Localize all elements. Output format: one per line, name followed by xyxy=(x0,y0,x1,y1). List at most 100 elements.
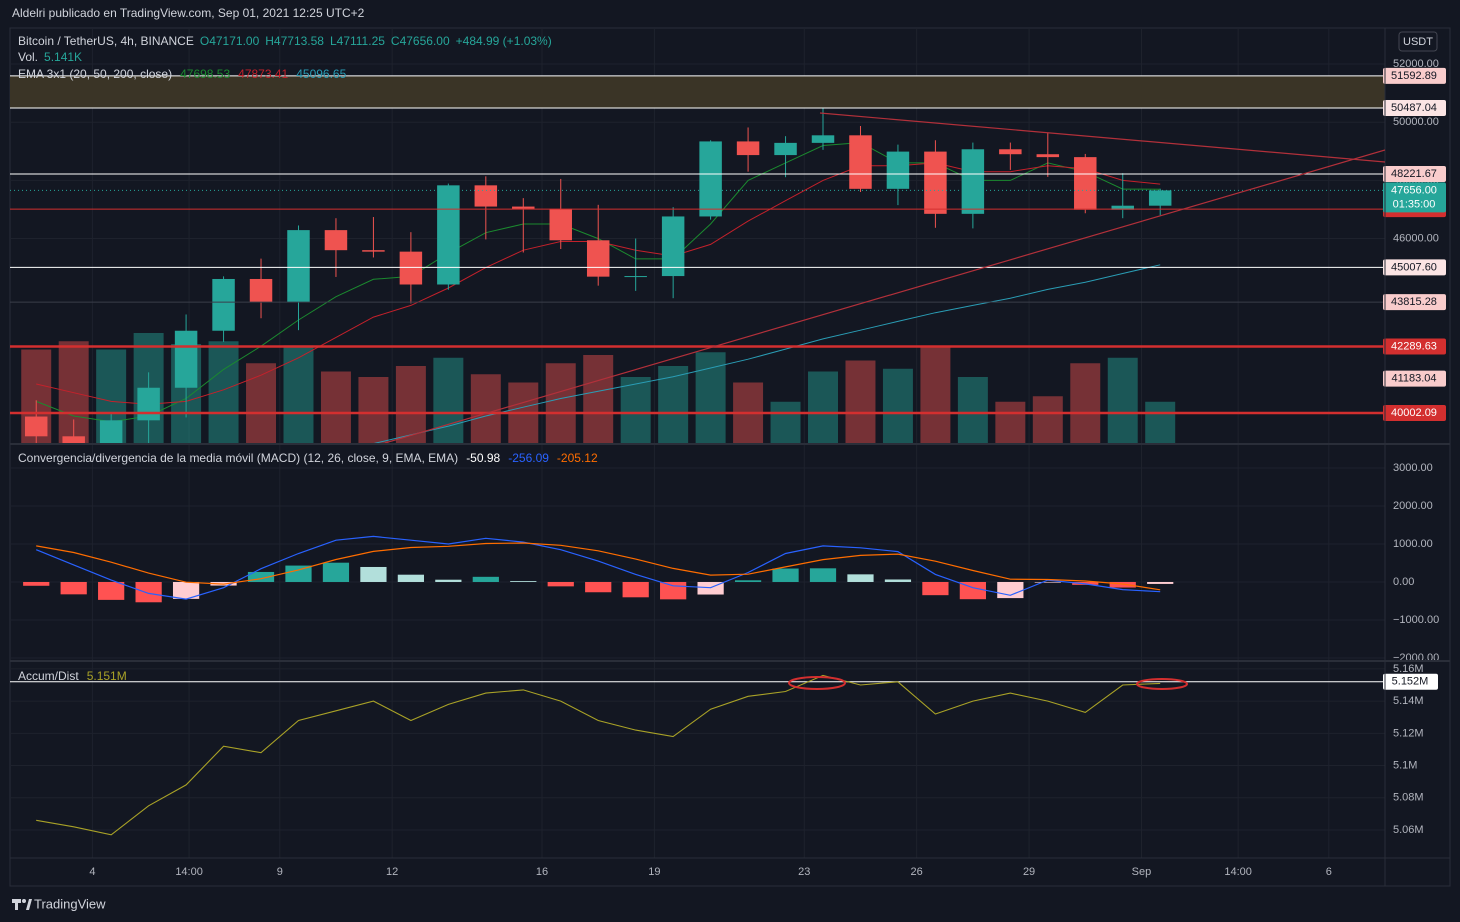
panel xyxy=(10,662,1385,858)
candle-body xyxy=(849,135,872,189)
histogram-bar xyxy=(734,580,762,582)
current-price-label: 47656.00 xyxy=(1391,184,1437,196)
histogram-bar xyxy=(510,581,537,582)
volume-bar xyxy=(695,352,726,443)
y-tick-label: 52000.00 xyxy=(1393,58,1439,70)
volume-bar xyxy=(1107,357,1138,443)
level-tag xyxy=(1383,370,1446,387)
legend-row: Vol. 5.141K xyxy=(18,50,82,64)
current-value-label: 5.152M xyxy=(1392,676,1429,688)
ohlc-value: C47656.00 xyxy=(391,34,450,48)
x-tick-label: 12 xyxy=(386,866,398,878)
level-tag xyxy=(1383,67,1446,84)
volume-bar xyxy=(808,371,838,443)
publisher: Aldelri publicado en TradingView.com, Se… xyxy=(12,6,365,20)
ema-line xyxy=(373,264,1161,443)
y-tick-label: −1000.00 xyxy=(1393,614,1439,626)
x-tick-label: 19 xyxy=(648,866,660,878)
x-tick-label: 23 xyxy=(798,866,810,878)
candle-body xyxy=(924,151,947,214)
candle-body xyxy=(811,135,835,143)
candle-body xyxy=(474,185,498,207)
x-tick-label: 29 xyxy=(1023,866,1035,878)
level-label: 42289.63 xyxy=(1391,340,1437,352)
panel xyxy=(10,28,1385,443)
y-tick-label: 5.06M xyxy=(1393,824,1424,836)
legend-row: Bitcoin / TetherUS, 4h, BINANCE O47171.00… xyxy=(18,34,552,48)
candle-body xyxy=(212,278,235,331)
histogram-bar xyxy=(772,568,799,582)
x-tick-label: 16 xyxy=(536,866,548,878)
volume-bar xyxy=(283,345,314,443)
x-tick-label: 4 xyxy=(89,866,95,878)
histogram-bar xyxy=(247,571,275,582)
volume-value: 5.141K xyxy=(44,50,82,64)
candle-body xyxy=(1074,157,1097,210)
volume-bar xyxy=(320,371,351,443)
histogram-value: -50.98 xyxy=(466,451,500,465)
histogram-bar xyxy=(472,576,499,582)
ema-label: EMA 3x1 (20, 50, 200, close) xyxy=(18,67,172,81)
indicator-value: 5.151M xyxy=(87,669,127,683)
tradingview-logo xyxy=(12,899,32,910)
indicator-title: Accum/Dist xyxy=(18,669,79,683)
candle-body xyxy=(512,206,535,209)
ema-value: 47873.41 xyxy=(238,67,288,81)
level-label: 41183.04 xyxy=(1391,373,1436,385)
histogram-bar xyxy=(959,581,986,600)
candle-body xyxy=(62,436,85,443)
currency-label[interactable]: USDT xyxy=(1403,36,1433,48)
trend-line xyxy=(819,112,1385,163)
histogram-bar xyxy=(1034,581,1061,583)
candle-body xyxy=(886,151,910,189)
macd-line xyxy=(35,535,1161,600)
ohlc-value: L47111.25 xyxy=(330,34,385,48)
volume-bar xyxy=(470,374,501,443)
candle-body xyxy=(437,185,460,285)
volume-bar xyxy=(358,377,389,443)
candle-body xyxy=(24,416,48,437)
histogram-bar xyxy=(1147,581,1174,584)
x-tick-label: 6 xyxy=(1326,866,1332,878)
macd-value: -256.09 xyxy=(508,451,549,465)
histogram-bar xyxy=(60,581,87,595)
candle-body xyxy=(549,208,572,241)
histogram-bar xyxy=(809,568,837,582)
volume-bar xyxy=(920,346,951,443)
candle-body xyxy=(699,141,722,217)
y-tick-label: 46000.00 xyxy=(1393,232,1439,244)
level-tag xyxy=(1383,338,1446,355)
footer-brand: TradingView xyxy=(34,896,106,911)
legend-row: EMA 3x1 (20, 50, 200, close) 47698.53 4787… xyxy=(18,67,347,81)
histogram-bar xyxy=(622,581,649,598)
volume-bar xyxy=(395,366,426,443)
candle-body xyxy=(1111,205,1134,210)
histogram-bar xyxy=(547,581,574,587)
level-tag xyxy=(1383,100,1446,117)
currency-button[interactable] xyxy=(1398,31,1438,52)
volume-bar xyxy=(995,401,1026,443)
ohlc-value: H47713.58 xyxy=(265,34,324,48)
histogram-bar xyxy=(397,574,424,582)
candle-body xyxy=(774,142,797,156)
y-tick-label: 5.14M xyxy=(1393,695,1424,707)
candle-body xyxy=(1036,154,1060,158)
histogram-bar xyxy=(98,581,125,600)
histogram-bar xyxy=(884,579,912,582)
legend-row: Convergencia/divergencia de la media móv… xyxy=(18,451,598,465)
ohlc-value: +484.99 (+1.03%) xyxy=(456,34,552,48)
drawings xyxy=(384,112,1385,443)
volume-bar xyxy=(433,357,464,443)
level-label: 43815.28 xyxy=(1391,296,1437,308)
ad-line xyxy=(36,674,1161,836)
ema-value: 45096.65 xyxy=(296,67,346,81)
histogram-bar xyxy=(322,562,350,582)
candle-body xyxy=(961,149,985,214)
level-label: 48221.67 xyxy=(1391,168,1437,180)
candle-body xyxy=(999,149,1022,155)
histogram-bar xyxy=(285,565,312,582)
volume-bar xyxy=(882,368,913,443)
histogram-bar xyxy=(135,581,162,603)
